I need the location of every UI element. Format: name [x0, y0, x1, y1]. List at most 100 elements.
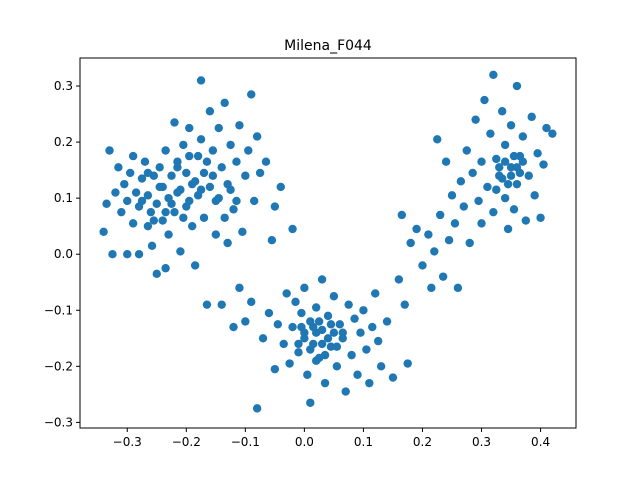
x-tick-label: 0.4	[531, 435, 550, 449]
data-point	[196, 185, 206, 194]
data-point	[521, 216, 531, 225]
x-tick-label: 0.3	[472, 435, 491, 449]
x-tick-label: 0.0	[295, 435, 314, 449]
data-point	[164, 230, 173, 239]
data-point	[199, 168, 209, 178]
data-point	[232, 157, 241, 166]
data-point	[167, 171, 176, 180]
data-point	[530, 191, 539, 200]
data-point	[477, 219, 486, 228]
data-point	[400, 300, 409, 309]
data-point	[134, 250, 144, 259]
data-point	[185, 123, 194, 133]
data-point	[300, 283, 309, 293]
data-point	[288, 322, 297, 332]
data-point	[294, 339, 303, 349]
x-tick-label: 0.2	[413, 435, 432, 449]
data-point	[291, 297, 300, 307]
data-point	[170, 207, 179, 217]
data-point	[335, 320, 345, 329]
data-point	[427, 283, 436, 293]
data-point	[433, 135, 442, 144]
data-point	[323, 311, 333, 321]
data-point	[244, 146, 253, 155]
y-tick-label: 0.1	[54, 191, 73, 205]
data-point	[252, 404, 262, 413]
data-point	[173, 188, 182, 197]
data-point	[492, 154, 501, 164]
data-point	[382, 317, 392, 326]
data-point	[500, 157, 510, 166]
data-point	[388, 373, 398, 382]
data-point	[143, 191, 153, 200]
data-point	[193, 151, 203, 161]
data-point	[143, 168, 153, 178]
data-point	[456, 177, 466, 186]
data-point	[306, 345, 315, 354]
data-point	[320, 378, 330, 388]
data-point	[111, 188, 120, 197]
data-point	[252, 132, 262, 141]
y-axis: −0.3 −0.2 −0.1 0.0 0.1 0.2 0.3	[44, 79, 80, 429]
data-point	[500, 140, 510, 150]
data-point	[320, 350, 330, 360]
data-point	[199, 213, 209, 222]
data-point	[495, 163, 504, 172]
data-point	[503, 179, 513, 189]
data-point	[170, 118, 179, 127]
data-point	[220, 98, 229, 108]
data-point	[217, 300, 226, 309]
x-tick-label: −0.1	[231, 435, 260, 449]
data-point	[146, 207, 156, 217]
x-tick-label: −0.2	[172, 435, 201, 449]
data-point	[179, 140, 188, 150]
data-point	[261, 157, 271, 166]
data-point	[152, 269, 161, 279]
data-point	[362, 345, 371, 354]
data-point	[341, 387, 350, 396]
data-point	[376, 362, 386, 371]
data-point	[276, 182, 285, 192]
data-point	[208, 171, 218, 180]
data-point	[220, 213, 229, 222]
data-point	[489, 207, 498, 217]
data-point	[326, 342, 336, 351]
data-point	[161, 264, 170, 273]
data-point	[474, 196, 483, 206]
data-point	[338, 328, 347, 337]
data-point	[468, 168, 477, 178]
data-point	[326, 320, 336, 329]
data-point	[459, 202, 469, 211]
x-tick-label: −0.3	[113, 435, 142, 449]
data-point	[506, 121, 516, 130]
data-point	[509, 151, 519, 161]
data-point	[137, 196, 147, 206]
data-point	[356, 328, 365, 337]
data-point	[102, 199, 111, 208]
x-axis: −0.3 −0.2 −0.1 0.0 0.1 0.2 0.3 0.4	[113, 428, 550, 449]
data-point	[444, 236, 454, 245]
data-point	[273, 320, 283, 329]
data-point	[128, 151, 138, 161]
data-point	[226, 140, 235, 150]
data-point	[350, 314, 359, 323]
data-point	[182, 168, 191, 178]
data-point	[500, 193, 510, 203]
data-point	[297, 322, 306, 332]
data-point	[317, 339, 327, 349]
data-point	[147, 241, 157, 250]
data-point	[123, 250, 132, 259]
data-point	[187, 221, 197, 231]
data-point	[332, 342, 342, 351]
y-tick-label: 0.2	[54, 135, 73, 149]
data-point	[435, 210, 445, 220]
data-point	[503, 224, 513, 234]
data-point	[190, 261, 200, 270]
data-point	[497, 174, 507, 183]
data-point	[515, 168, 525, 178]
data-point	[477, 157, 486, 166]
y-tick-label: −0.2	[44, 359, 73, 373]
data-point	[365, 378, 374, 388]
data-point	[105, 146, 114, 155]
